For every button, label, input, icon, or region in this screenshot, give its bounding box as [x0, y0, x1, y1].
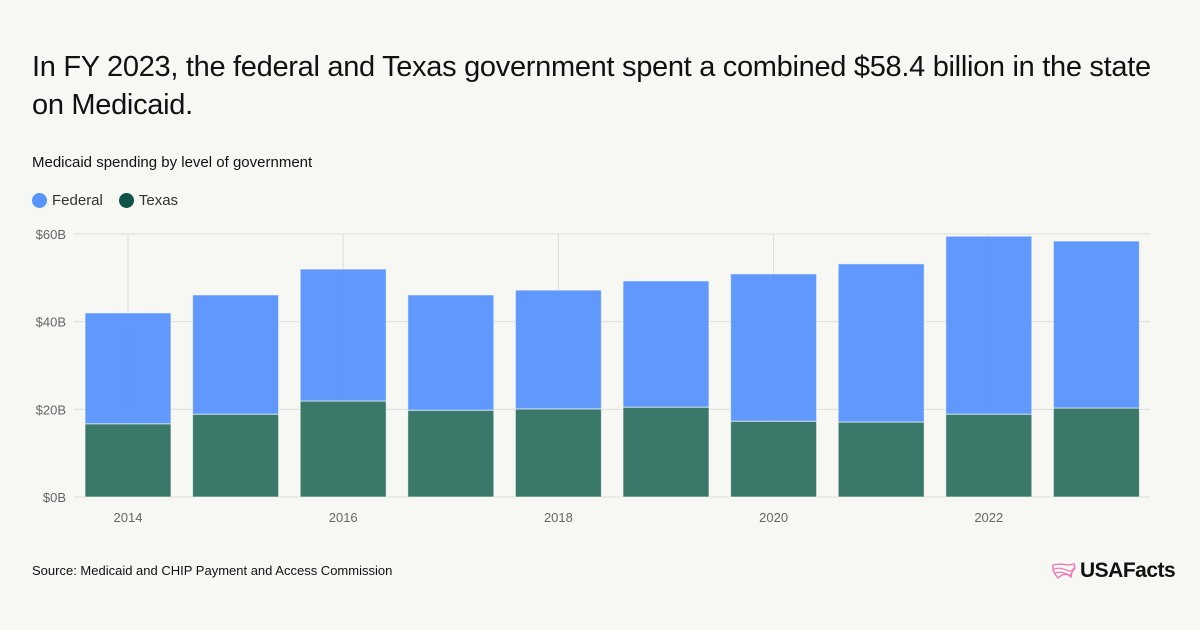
bar-federal-2016 [299, 268, 387, 402]
y-tick-label: $40B [36, 315, 66, 330]
legend-swatch-federal [32, 193, 47, 208]
us-map-icon [1052, 563, 1076, 579]
chart-subtitle: Medicaid spending by level of government [32, 154, 313, 171]
x-tick-label: 2020 [759, 510, 788, 525]
y-tick-label: $60B [36, 227, 66, 242]
x-tick-label: 2014 [114, 510, 143, 525]
bar-federal-2020 [730, 273, 818, 422]
bar-federal-2021 [837, 263, 925, 423]
source-note: Source: Medicaid and CHIP Payment and Ac… [32, 563, 393, 578]
bar-texas-2017 [407, 409, 495, 498]
y-tick-label: $0B [43, 490, 66, 505]
bar-texas-2014 [84, 423, 172, 498]
bar-federal-2018 [514, 289, 602, 410]
bar-texas-2021 [837, 421, 925, 498]
bar-federal-2015 [192, 294, 280, 415]
bar-texas-2018 [514, 408, 602, 498]
legend-label-federal: Federal [52, 192, 103, 209]
bar-texas-2020 [730, 420, 818, 498]
x-tick-label: 2016 [329, 510, 358, 525]
bar-texas-2023 [1052, 407, 1140, 498]
legend: Federal Texas [32, 192, 178, 209]
bar-texas-2022 [945, 413, 1033, 498]
x-tick-label: 2018 [544, 510, 573, 525]
bar-federal-2017 [407, 294, 495, 411]
bar-texas-2016 [299, 400, 387, 498]
bar-texas-2019 [622, 406, 710, 498]
legend-item-texas: Texas [118, 192, 179, 209]
bar-federal-2014 [84, 312, 172, 425]
logo-text: USAFacts [1080, 559, 1176, 582]
legend-item-federal: Federal [32, 192, 103, 209]
usafacts-logo: USAFacts [1052, 559, 1176, 583]
bar-federal-2019 [622, 280, 710, 408]
page-title: In FY 2023, the federal and Texas govern… [32, 51, 1151, 121]
bar-federal-2022 [945, 235, 1033, 415]
legend-swatch-texas [118, 193, 134, 208]
x-tick-label: 2022 [974, 510, 1003, 525]
legend-label-texas: Texas [138, 192, 179, 209]
y-tick-label: $20B [36, 402, 66, 417]
bar-federal-2023 [1052, 240, 1140, 409]
bar-texas-2015 [192, 413, 280, 498]
